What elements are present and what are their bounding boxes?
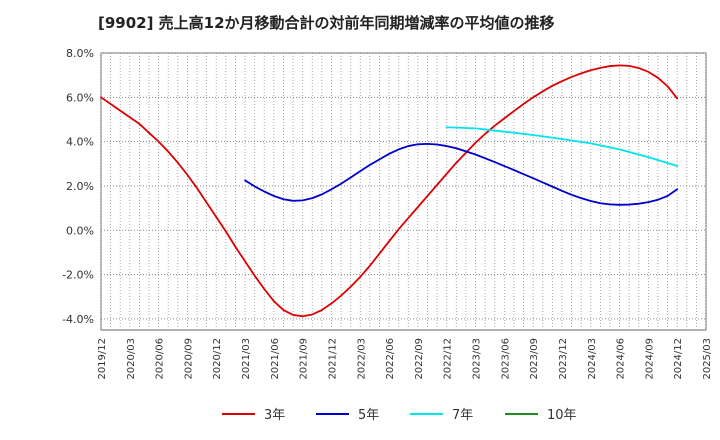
legend-label-3: 10年 — [547, 408, 577, 423]
y-tick-label: 8.0% — [66, 47, 94, 60]
x-tick-label: 2020/12 — [212, 338, 223, 380]
x-tick-label: 2023/03 — [472, 338, 483, 380]
legend-label-1: 5年 — [358, 408, 379, 423]
plot-area — [100, 52, 707, 331]
chart-title: [9902] 売上高12か月移動合計の対前年同期増減率の平均値の推移 — [98, 14, 555, 32]
x-tick-label: 2024/03 — [587, 338, 598, 380]
x-tick-label: 2021/09 — [299, 338, 310, 380]
series-line-1 — [244, 142, 679, 206]
legend: 3年 5年 7年 10年 — [222, 408, 577, 423]
y-tick-label: -4.0% — [62, 313, 94, 326]
x-tick-label: 2024/09 — [644, 338, 655, 380]
x-tick-label: 2022/03 — [356, 338, 367, 380]
x-axis-ticks: 2019/12 2020/03 2020/06 2020/09 2020/12 2021/… — [97, 338, 713, 380]
x-tick-label: 2022/09 — [414, 338, 425, 380]
x-tick-label: 2020/03 — [126, 338, 137, 380]
x-tick-label: 2021/03 — [241, 338, 252, 380]
y-tick-label: -2.0% — [62, 269, 94, 282]
x-tick-label: 2020/06 — [155, 338, 166, 380]
x-tick-label: 2023/12 — [558, 338, 569, 380]
legend-label-0: 3年 — [264, 408, 285, 423]
x-tick-label: 2022/12 — [443, 338, 454, 380]
series-line-2 — [445, 126, 679, 167]
x-tick-label: 2024/06 — [616, 338, 627, 380]
x-tick-label: 2020/09 — [183, 338, 194, 380]
x-tick-label: 2021/12 — [327, 338, 338, 380]
x-tick-label: 2021/06 — [270, 338, 281, 380]
x-tick-label: 2025/03 — [702, 338, 713, 380]
grid — [100, 52, 707, 330]
legend-label-2: 7年 — [452, 408, 473, 423]
x-tick-label: 2019/12 — [97, 338, 108, 380]
x-tick-label: 2022/06 — [385, 338, 396, 380]
y-tick-label: 4.0% — [66, 136, 94, 149]
y-tick-label: 0.0% — [66, 224, 94, 237]
series-lines — [100, 64, 679, 318]
x-tick-label: 2024/12 — [673, 338, 684, 380]
x-tick-label: 2023/09 — [529, 338, 540, 380]
y-tick-label: 6.0% — [66, 91, 94, 104]
y-axis-ticks: 8.0% 6.0% 4.0% 2.0% 0.0% -2.0% -4.0% — [62, 47, 94, 326]
y-tick-label: 2.0% — [66, 180, 94, 193]
series-line-0 — [100, 64, 679, 318]
x-tick-label: 2023/06 — [500, 338, 511, 380]
